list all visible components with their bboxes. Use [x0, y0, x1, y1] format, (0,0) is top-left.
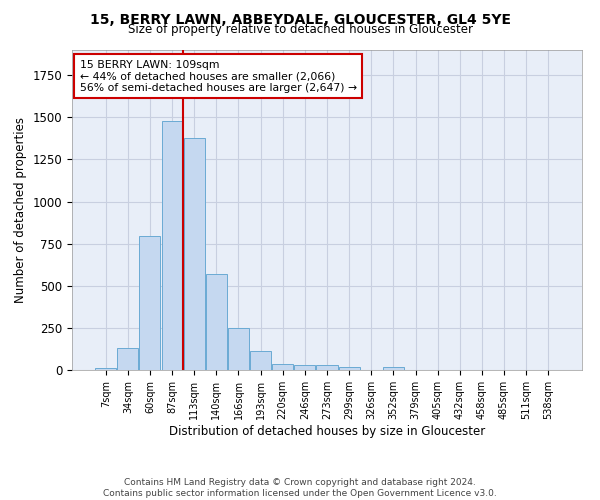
Bar	[184, 138, 205, 370]
Bar	[295, 365, 316, 370]
Bar	[228, 328, 249, 370]
Bar	[250, 352, 271, 370]
Bar	[338, 366, 359, 370]
Bar	[206, 274, 227, 370]
Bar	[272, 364, 293, 370]
Text: Contains HM Land Registry data © Crown copyright and database right 2024.
Contai: Contains HM Land Registry data © Crown c…	[103, 478, 497, 498]
Bar	[316, 365, 338, 370]
Bar	[383, 366, 404, 370]
X-axis label: Distribution of detached houses by size in Gloucester: Distribution of detached houses by size …	[169, 424, 485, 438]
Text: 15, BERRY LAWN, ABBEYDALE, GLOUCESTER, GL4 5YE: 15, BERRY LAWN, ABBEYDALE, GLOUCESTER, G…	[89, 12, 511, 26]
Bar	[95, 368, 116, 370]
Bar	[161, 120, 182, 370]
Text: Size of property relative to detached houses in Gloucester: Size of property relative to detached ho…	[128, 22, 473, 36]
Bar	[139, 236, 160, 370]
Y-axis label: Number of detached properties: Number of detached properties	[14, 117, 27, 303]
Bar	[118, 348, 139, 370]
Text: 15 BERRY LAWN: 109sqm
← 44% of detached houses are smaller (2,066)
56% of semi-d: 15 BERRY LAWN: 109sqm ← 44% of detached …	[80, 60, 357, 93]
